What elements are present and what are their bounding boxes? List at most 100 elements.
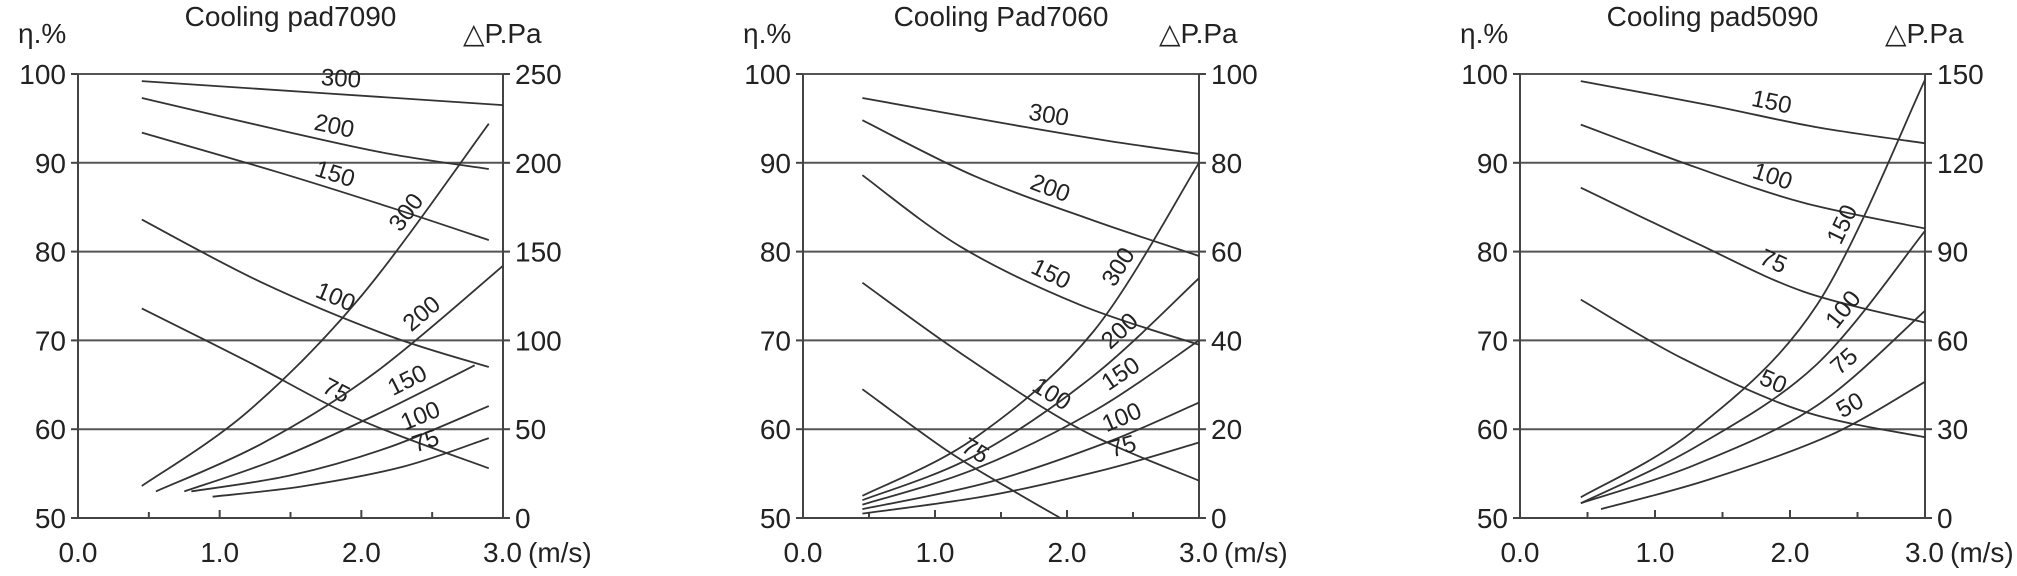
x-tick-label: 0.0 bbox=[59, 537, 98, 568]
efficiency-curve-label: 100 bbox=[312, 277, 359, 317]
chart-title: Cooling pad5090 bbox=[1607, 1, 1819, 32]
chart-panel-2: 50 60 70 80 90 100 0 20 40 60 80 100 0.0 1.0 2.0 3.0 (m/… bbox=[743, 1, 1288, 568]
x-tick-label: 1.0 bbox=[916, 537, 955, 568]
pressure-curve-label: 150 bbox=[383, 360, 431, 402]
efficiency-curve-150 bbox=[1580, 80, 1926, 145]
left-tick-label: 90 bbox=[760, 148, 791, 179]
x-tick-label: 3.0 bbox=[1179, 537, 1218, 568]
left-tick-label: 70 bbox=[760, 325, 791, 356]
efficiency-curve-50 bbox=[1580, 298, 1926, 439]
efficiency-curve-label: 150 bbox=[1027, 253, 1075, 295]
right-tick-label: 100 bbox=[1211, 59, 1258, 90]
right-tick-label: 0 bbox=[1211, 503, 1227, 534]
left-axis-unit-label: η.% bbox=[18, 18, 66, 49]
right-tick-label: 60 bbox=[1211, 237, 1242, 268]
chart-panel-3: 50 60 70 80 90 100 0 30 60 90 120 150 0.0 1.0 2.0 3.0 (m… bbox=[1460, 1, 2014, 568]
pressure-curve-300 bbox=[141, 123, 490, 487]
efficiency-curve-100 bbox=[1580, 123, 1926, 230]
chart-title: Cooling pad7090 bbox=[185, 1, 397, 32]
right-tick-label: 0 bbox=[515, 503, 531, 534]
pressure-curve-label: 100 bbox=[1820, 286, 1866, 334]
pressure-curve-label: 200 bbox=[1096, 308, 1144, 355]
left-axis-unit-label: η.% bbox=[743, 18, 791, 49]
pressure-curve-100 bbox=[191, 405, 490, 493]
left-tick-label: 60 bbox=[35, 414, 66, 445]
efficiency-curve-150 bbox=[141, 131, 490, 241]
x-tick-label: 0.0 bbox=[1501, 537, 1540, 568]
right-tick-label: 20 bbox=[1211, 414, 1242, 445]
efficiency-curve-75 bbox=[1580, 186, 1926, 324]
x-unit-label: (m/s) bbox=[1950, 537, 2014, 568]
pressure-curve-50 bbox=[1600, 381, 1926, 510]
efficiency-curve-100 bbox=[141, 218, 490, 368]
pressure-curve-label: 150 bbox=[1097, 352, 1145, 397]
pressure-curve-200 bbox=[862, 277, 1200, 502]
left-tick-label: 100 bbox=[19, 59, 66, 90]
right-tick-label: 150 bbox=[515, 237, 562, 268]
pressure-curve-label: 75 bbox=[1106, 430, 1139, 463]
left-tick-label: 70 bbox=[1477, 325, 1508, 356]
left-axis-unit-label: η.% bbox=[1460, 18, 1508, 49]
left-tick-label: 80 bbox=[35, 237, 66, 268]
efficiency-curve-200 bbox=[141, 97, 489, 170]
efficiency-curve-100 bbox=[861, 281, 1200, 482]
left-tick-label: 60 bbox=[760, 414, 791, 445]
right-tick-label: 80 bbox=[1211, 148, 1242, 179]
left-tick-label: 50 bbox=[35, 503, 66, 534]
x-tick-label: 0.0 bbox=[784, 537, 823, 568]
x-tick-label: 2.0 bbox=[342, 537, 381, 568]
left-tick-label: 50 bbox=[760, 503, 791, 534]
pressure-curve-200 bbox=[155, 265, 504, 493]
right-tick-label: 90 bbox=[1937, 237, 1968, 268]
pressure-curve-150 bbox=[1580, 79, 1926, 499]
right-tick-label: 40 bbox=[1211, 325, 1242, 356]
x-tick-label: 2.0 bbox=[1048, 537, 1087, 568]
right-axis-unit-label: △P.Pa bbox=[1159, 18, 1238, 49]
left-tick-label: 90 bbox=[1477, 148, 1508, 179]
pressure-curve-label: 150 bbox=[1822, 201, 1864, 249]
pressure-curve-75 bbox=[862, 441, 1200, 515]
pressure-curve-150 bbox=[184, 364, 476, 493]
pressure-curve-label: 75 bbox=[1825, 343, 1863, 381]
left-tick-label: 80 bbox=[1477, 237, 1508, 268]
right-tick-label: 250 bbox=[515, 59, 562, 90]
x-tick-label: 3.0 bbox=[483, 537, 522, 568]
x-tick-label: 3.0 bbox=[1905, 537, 1944, 568]
right-tick-label: 120 bbox=[1937, 148, 1984, 179]
right-tick-label: 150 bbox=[1937, 59, 1984, 90]
left-tick-label: 90 bbox=[35, 148, 66, 179]
pressure-curve-label: 200 bbox=[398, 291, 446, 337]
efficiency-curve-75 bbox=[861, 388, 1061, 519]
right-tick-label: 30 bbox=[1937, 414, 1968, 445]
efficiency-curve-300 bbox=[862, 97, 1200, 155]
right-tick-label: 100 bbox=[515, 325, 562, 356]
chart-panel-1: 50 60 70 80 90 100 0 50 100 150 200 250 0.0 1.0 2.0 3.0… bbox=[18, 1, 592, 568]
right-axis-unit-label: △P.Pa bbox=[463, 18, 542, 49]
left-tick-label: 60 bbox=[1477, 414, 1508, 445]
x-tick-label: 1.0 bbox=[200, 537, 239, 568]
x-unit-label: (m/s) bbox=[1224, 537, 1288, 568]
left-tick-label: 70 bbox=[35, 325, 66, 356]
x-tick-label: 2.0 bbox=[1771, 537, 1810, 568]
pressure-curve-label: 300 bbox=[1097, 243, 1141, 291]
right-tick-label: 60 bbox=[1937, 325, 1968, 356]
right-tick-label: 200 bbox=[515, 148, 562, 179]
x-unit-label: (m/s) bbox=[528, 537, 592, 568]
efficiency-curve-200 bbox=[861, 119, 1200, 257]
efficiency-curve-label: 150 bbox=[312, 155, 358, 193]
pressure-curve-label: 300 bbox=[384, 188, 430, 236]
left-tick-label: 50 bbox=[1477, 503, 1508, 534]
x-tick-label: 1.0 bbox=[1636, 537, 1675, 568]
pressure-curve-100 bbox=[1580, 230, 1926, 505]
left-tick-label: 100 bbox=[1461, 59, 1508, 90]
efficiency-curve-300 bbox=[141, 80, 504, 106]
left-tick-label: 100 bbox=[744, 59, 791, 90]
pressure-curve-150 bbox=[862, 339, 1200, 506]
efficiency-curve-label: 200 bbox=[1027, 169, 1074, 208]
left-tick-label: 80 bbox=[760, 237, 791, 268]
chart-title: Cooling Pad7060 bbox=[894, 1, 1109, 32]
pressure-curve-75 bbox=[212, 437, 490, 498]
pressure-curve-75 bbox=[1580, 310, 1926, 505]
right-tick-label: 50 bbox=[515, 414, 546, 445]
